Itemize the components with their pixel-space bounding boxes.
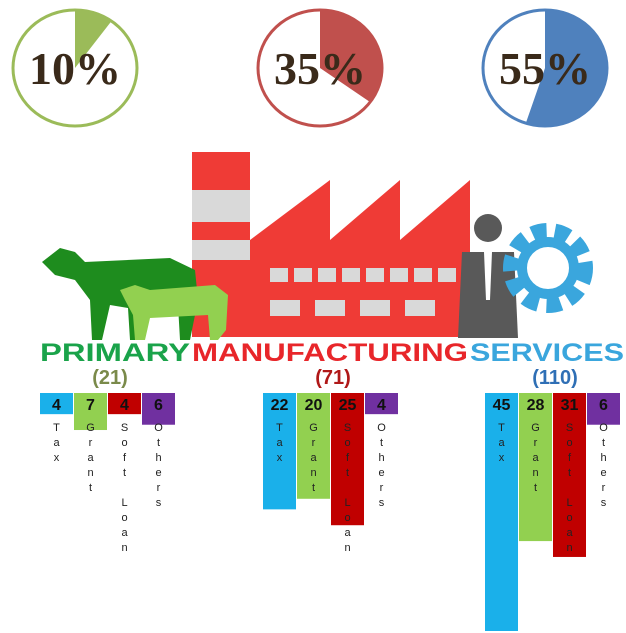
series-label: Grant (308, 422, 320, 497)
bar-value: 45 (493, 397, 511, 414)
bar-value: 4 (52, 397, 61, 414)
series-label: Others (598, 422, 610, 512)
series-label: Others (376, 422, 388, 512)
bar (331, 393, 364, 526)
sector-total: (110) (532, 367, 578, 389)
series-label: Grant (530, 422, 542, 497)
series-label: Grant (85, 422, 97, 497)
sector-title: MANUFACTURING (192, 339, 468, 367)
bar-value: 6 (599, 397, 608, 414)
bar (485, 393, 518, 631)
sector-title: PRIMARY (40, 339, 190, 367)
sector-total: (21) (92, 367, 128, 389)
illustration (42, 152, 593, 340)
bar (297, 393, 330, 499)
series-label: Others (153, 422, 165, 512)
bar-value: 31 (561, 397, 579, 414)
pie-label: 10% (29, 43, 121, 94)
pie-label: 35% (274, 43, 366, 94)
bar-value: 4 (377, 397, 386, 414)
bar-value: 4 (120, 397, 129, 414)
series-label: Soft Loan (342, 422, 354, 557)
sector-title: SERVICES (470, 339, 624, 367)
bar (365, 393, 398, 415)
pie-label: 55% (499, 43, 591, 94)
bar-value: 20 (305, 397, 323, 414)
series-label: Tax (274, 422, 286, 467)
sector-total: (71) (315, 367, 351, 389)
bar-value: 25 (339, 397, 357, 414)
series-label: Tax (496, 422, 508, 467)
bar (519, 393, 552, 542)
bar (587, 393, 620, 425)
pie-slice (75, 10, 112, 68)
series-label: Tax (51, 422, 63, 467)
bar (108, 393, 141, 415)
bar (74, 393, 107, 431)
bar (263, 393, 296, 510)
pie-slice (320, 10, 382, 103)
bar (40, 393, 73, 415)
bar-value: 28 (527, 397, 545, 414)
bar (553, 393, 586, 557)
bar-value: 6 (154, 397, 163, 414)
series-label: Soft Loan (564, 422, 576, 557)
series-label: Soft Loan (119, 422, 131, 557)
bar-value: 7 (86, 397, 95, 414)
bar-value: 22 (271, 397, 289, 414)
pie-slice (525, 10, 607, 126)
bar (142, 393, 175, 425)
